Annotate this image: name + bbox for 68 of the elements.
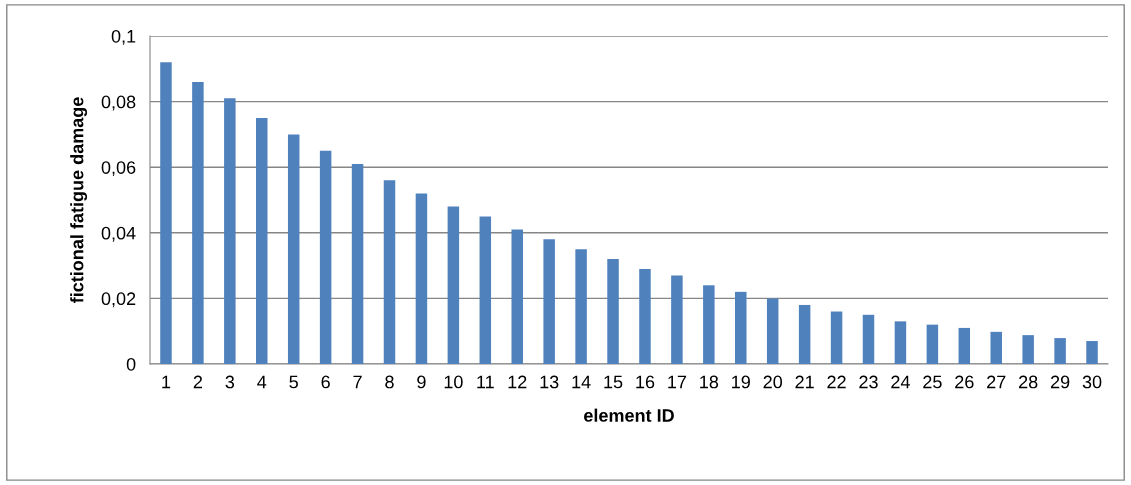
- x-tick-label: 27: [987, 375, 1006, 389]
- y-tick-label: 0,02: [101, 292, 136, 308]
- x-tick-label: 7: [353, 375, 362, 389]
- bar: [575, 249, 587, 364]
- bar: [639, 268, 651, 364]
- bar: [735, 291, 747, 364]
- x-tick-label: 29: [1050, 375, 1070, 389]
- bar: [447, 206, 460, 364]
- x-tick-label: 5: [289, 375, 298, 389]
- x-tick-label: 23: [859, 375, 878, 389]
- bar: [415, 193, 428, 364]
- x-tick-label: 19: [732, 375, 750, 389]
- bar: [926, 324, 939, 364]
- x-tick-label: 20: [763, 375, 783, 389]
- bar: [256, 118, 268, 364]
- x-tick-label: 12: [508, 375, 527, 389]
- x-tick-label: 10: [444, 375, 463, 389]
- bar: [511, 229, 523, 364]
- x-tick-label: 14: [572, 375, 591, 389]
- x-tick-label: 28: [1019, 375, 1038, 389]
- x-tick-label: 25: [923, 375, 942, 389]
- x-tick-label: 8: [385, 375, 394, 389]
- bar: [703, 285, 715, 364]
- bar: [862, 314, 875, 364]
- x-tick-label: 30: [1082, 375, 1102, 389]
- x-tick-label: 21: [795, 375, 814, 389]
- y-axis-title: fictional fatigue damage: [70, 97, 88, 304]
- bar: [479, 216, 492, 364]
- bar: [766, 298, 779, 364]
- bar: [287, 134, 300, 364]
- x-tick-label: 6: [321, 375, 330, 389]
- x-tick-label: 26: [955, 375, 974, 389]
- x-tick-label: 15: [604, 375, 623, 389]
- y-tick-label: 0: [126, 357, 136, 371]
- bar: [607, 259, 619, 364]
- bar: [894, 321, 907, 364]
- bar: [1022, 335, 1034, 364]
- x-tick-label: 16: [636, 375, 655, 389]
- x-tick-label: 1: [162, 375, 171, 389]
- x-tick-label: 9: [417, 375, 426, 389]
- bar: [1054, 338, 1066, 364]
- bar: [543, 239, 555, 364]
- x-tick-label: 4: [257, 375, 267, 389]
- x-tick-label: 18: [700, 375, 719, 389]
- y-tick-label: 0,1: [111, 29, 136, 45]
- bar: [351, 163, 364, 364]
- bar: [990, 331, 1002, 364]
- bar: [160, 62, 172, 364]
- bar: [958, 327, 971, 364]
- bar: [798, 304, 811, 364]
- bar: [383, 180, 396, 364]
- x-tick-label: 2: [193, 375, 203, 389]
- bar: [319, 150, 332, 364]
- bar: [192, 81, 204, 364]
- y-tick-label: 0,06: [101, 161, 136, 177]
- x-tick-label: 24: [891, 375, 910, 389]
- y-tick-label: 0,04: [101, 226, 136, 242]
- x-axis-title: element ID: [584, 408, 674, 422]
- x-tick-label: 3: [225, 375, 235, 389]
- bar: [1086, 341, 1098, 364]
- x-tick-label: 11: [477, 375, 494, 389]
- bar: [224, 98, 236, 364]
- x-tick-label: 22: [827, 375, 846, 389]
- x-tick-label: 17: [668, 375, 687, 389]
- bar: [671, 275, 683, 364]
- x-tick-label: 13: [540, 375, 559, 389]
- bar: [830, 311, 843, 364]
- y-tick-label: 0,08: [101, 95, 136, 111]
